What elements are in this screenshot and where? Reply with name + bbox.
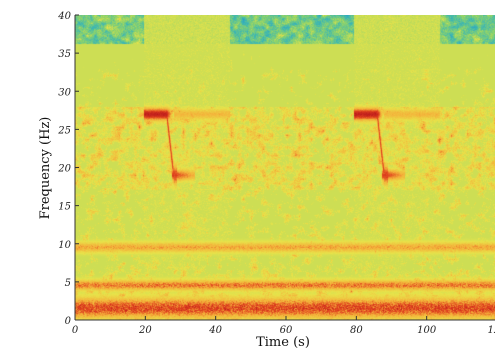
y-tick-label: 10 (58, 240, 71, 251)
x-tick-label: 20 (138, 325, 152, 336)
y-tick-label: 25 (57, 125, 71, 136)
y-tick-label: 0 (65, 316, 72, 327)
x-tick-label: 0 (72, 325, 79, 336)
spectrogram-heatmap (75, 15, 495, 320)
y-axis-ticks: 0 5 10 15 20 25 30 35 40 (57, 11, 79, 327)
x-tick-label: 80 (350, 325, 363, 336)
x-tick-label: 100 (417, 325, 437, 336)
x-tick-label: 40 (208, 325, 222, 336)
x-axis-ticks: 0 20 40 60 80 100 120 (72, 316, 495, 336)
y-tick-label: 20 (57, 164, 71, 175)
x-tick-label: 60 (280, 325, 293, 336)
y-tick-label: 30 (58, 87, 71, 98)
y-tick-label: 40 (57, 11, 71, 22)
y-tick-label: 35 (58, 49, 71, 60)
y-axis-label: Frequency (Hz) (38, 117, 53, 220)
plot-area (74, 15, 495, 321)
x-axis-label: Time (s) (256, 335, 310, 350)
y-tick-label: 15 (58, 202, 71, 213)
y-tick-label: 5 (65, 278, 71, 289)
x-tick-label: 120 (487, 325, 495, 336)
